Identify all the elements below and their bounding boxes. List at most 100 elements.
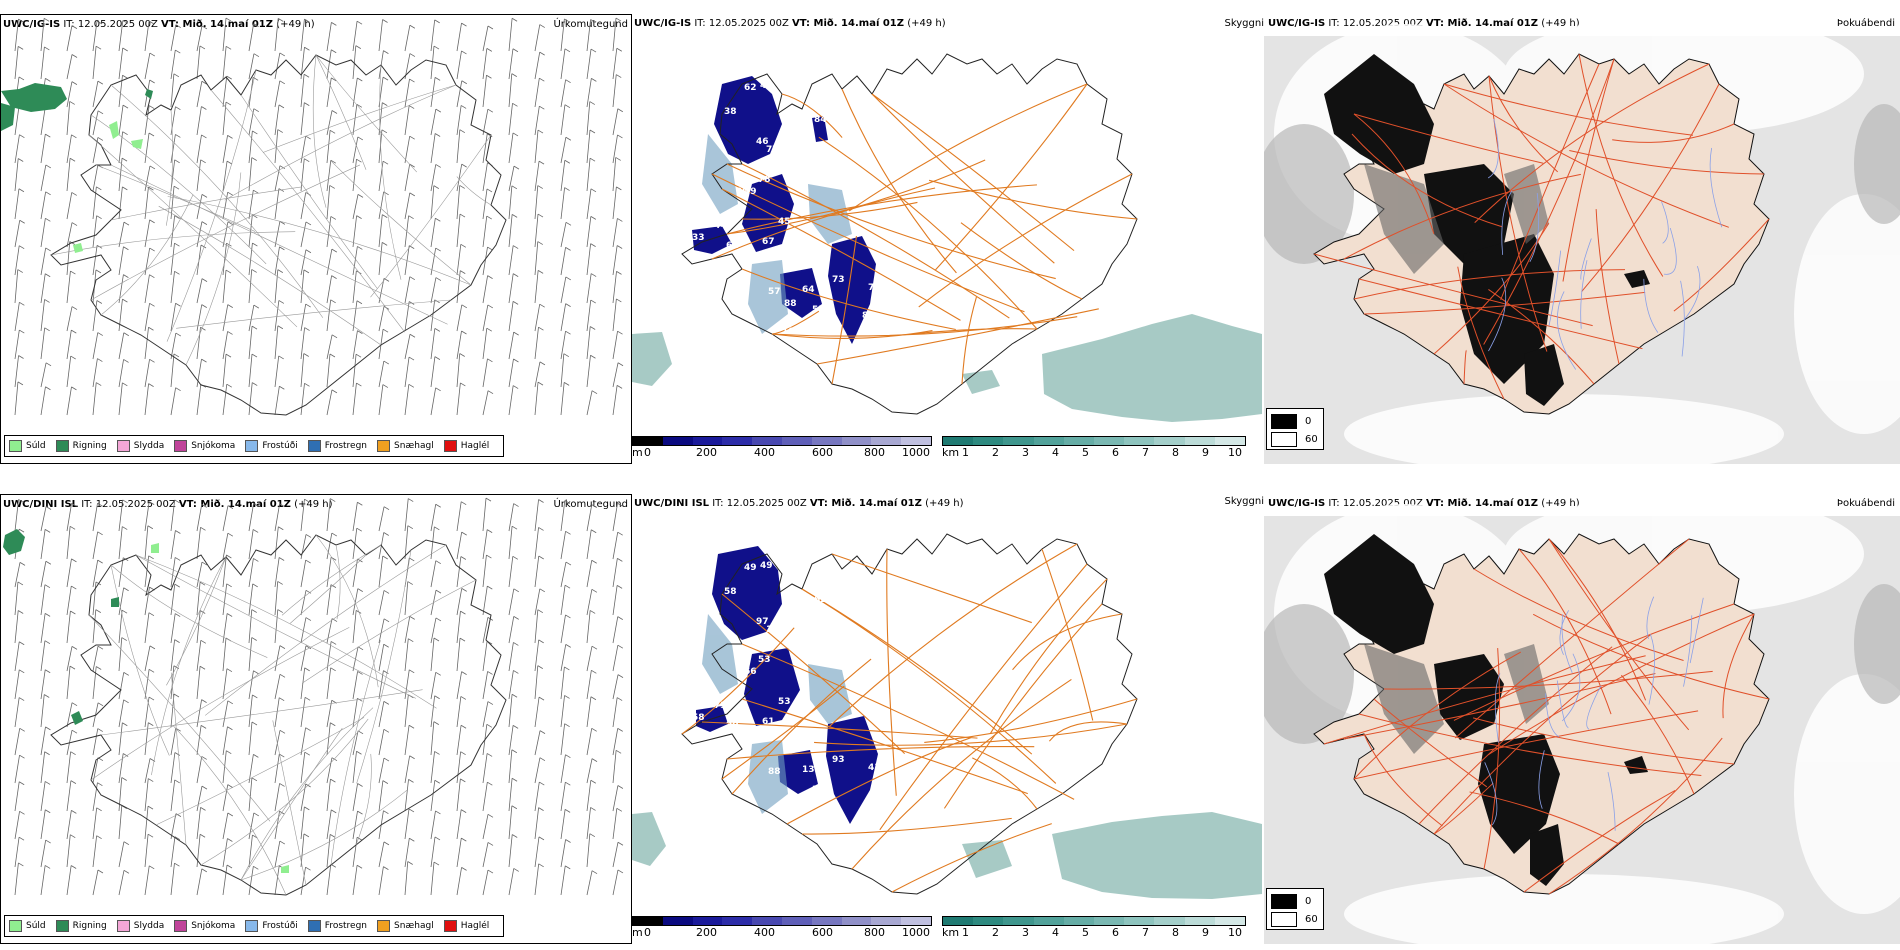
ceiling-value-label: 93: [832, 755, 845, 765]
ceiling-value-label: 19: [766, 625, 779, 635]
ceiling-value-label: 45: [778, 217, 791, 227]
fog-index-panel-top: UWC/IG-IS IT: 12.05.2025 00Z VT: Mið. 14…: [1264, 14, 1900, 464]
legend-item: Slydda: [116, 920, 164, 932]
colorbar-tick: 5: [1082, 446, 1089, 459]
legend-item: Rigning: [55, 440, 107, 452]
ceiling-value-label: 46: [756, 137, 769, 147]
legend-item: Rigning: [55, 920, 107, 932]
ceiling-value-label: 66: [782, 593, 795, 603]
ceiling-value-label: 88: [784, 299, 797, 309]
ceiling-value-label: 55: [812, 305, 825, 315]
legend-swatch: [174, 920, 188, 932]
legend-swatch: [245, 440, 259, 452]
panel-header: UWC/IG-IS IT: 12.05.2025 00Z VT: Mið. 14…: [634, 18, 946, 29]
precip-type-panel-top: UWC/IG-IS IT: 12.05.2025 00Z VT: Mið. 14…: [0, 14, 632, 464]
legend-swatch: [245, 920, 259, 932]
ceiling-value-label: 49: [744, 563, 757, 573]
colorbar-tick: 8: [1172, 446, 1179, 459]
rain-areas: [1, 83, 153, 131]
ceiling-value-label: 49: [760, 561, 773, 571]
legend-item: Snæhagl: [377, 440, 434, 452]
panel-header: UWC/IG-IS IT: 12.05.2025 00Z VT: Mið. 14…: [1268, 498, 1580, 509]
fog-index-panel-bottom: UWC/IG-IS IT: 12.05.2025 00Z VT: Mið. 14…: [1264, 494, 1900, 944]
legend-item: Súld: [9, 440, 46, 452]
legend-swatch: [1271, 894, 1297, 909]
ceiling-value-label: 83: [862, 311, 875, 321]
legend-swatch: [1271, 414, 1297, 429]
colorbar-tick: 7: [1142, 926, 1149, 939]
legend-item: Snjókoma: [174, 920, 235, 932]
ceiling-value-label: 62: [814, 595, 827, 605]
legend-item: 0: [1271, 414, 1311, 429]
low-visibility-areas: [632, 314, 1262, 422]
ceiling-value-label: 90: [736, 187, 749, 197]
colorbar-tick: 8: [1172, 926, 1179, 939]
legend-item: 60: [1271, 432, 1318, 447]
precip-type-panel-bottom: UWC/DINI ISL IT: 12.05.2025 00Z VT: Mið.…: [0, 494, 632, 944]
colorbar-tick: 6: [1112, 926, 1119, 939]
colorbar-tick: 3: [1022, 446, 1029, 459]
ceiling-value-label: 61: [762, 717, 775, 727]
ceiling-value-label: 70: [798, 341, 811, 351]
ceiling-value-label: 64: [802, 285, 815, 295]
ceiling-value-label: 97: [756, 617, 769, 627]
colorbar-unit: m: [632, 446, 643, 459]
colorbar-tick: 4: [1052, 446, 1059, 459]
colorbar-tick: 1000: [902, 926, 930, 939]
colorbar-tick: 200: [696, 446, 717, 459]
legend-swatch: [116, 440, 130, 452]
ceiling-value-label: 53: [758, 655, 771, 665]
legend-swatch: [55, 920, 69, 932]
legend-item: Frostúði: [245, 440, 298, 452]
ceiling-visibility-panel-top: UWC/IG-IS IT: 12.05.2025 00Z VT: Mið. 14…: [632, 14, 1264, 464]
legend-swatch: [307, 440, 321, 452]
colorbar-tick: 200: [696, 926, 717, 939]
ceiling-value-label: 74: [868, 283, 881, 293]
colorbar-tick: 3: [1022, 926, 1029, 939]
precip-type-map: [1, 17, 624, 416]
colorbar-tick: 5: [1082, 926, 1089, 939]
ceiling-value-label: 138: [802, 765, 821, 775]
colorbar-tick: 2: [992, 926, 999, 939]
legend-item: Slydda: [116, 440, 164, 452]
colorbar-unit: m: [632, 926, 643, 939]
low-visibility-areas: [632, 812, 1262, 899]
panel-title: Úrkomutegund: [553, 499, 628, 510]
fog-legend: 0 60: [1266, 408, 1324, 450]
ceiling-value-label: 33: [904, 379, 917, 389]
colorbar-tick: 600: [812, 446, 833, 459]
legend-item: Haglél: [443, 920, 489, 932]
ceiling-value-label: 62: [744, 83, 757, 93]
colorbar-tick: 400: [754, 926, 775, 939]
legend-swatch: [9, 920, 22, 932]
colorbar-tick: 6: [1112, 446, 1119, 459]
fog-index-map: [1264, 494, 1900, 944]
panel-title: Úrkomutegund: [553, 19, 628, 30]
ceiling-value-label: 84: [814, 115, 827, 125]
legend-swatch: [1271, 432, 1297, 447]
ceiling-value-label: 59: [744, 187, 757, 197]
ceiling-value-label: 88: [768, 767, 781, 777]
ceiling-value-label: 73: [714, 701, 727, 711]
legend-item: 0: [1271, 894, 1311, 909]
colorbar-tick: 1: [962, 926, 969, 939]
colorbar-tick: 0: [644, 926, 651, 939]
ceiling-value-label: 20: [726, 721, 739, 731]
colorbar-tick: 1000: [902, 446, 930, 459]
colorbar-unit: km: [942, 926, 960, 939]
ceiling-value-label: 33: [692, 233, 705, 243]
ceiling-value-label: 77: [766, 145, 779, 155]
legend-swatch: [116, 920, 130, 932]
legend-item: Frostregn: [307, 920, 367, 932]
ceiling-value-label: 32: [812, 785, 825, 795]
legend-swatch: [9, 440, 22, 452]
legend-swatch: [377, 440, 391, 452]
ceiling-value-label: 106: [782, 327, 801, 337]
ceiling-value-label: 66: [744, 667, 757, 677]
ceiling-value-label: 78: [758, 175, 771, 185]
colorbar-tick: 800: [864, 446, 885, 459]
precip-type-map: [3, 497, 624, 896]
legend-item: Haglél: [443, 440, 489, 452]
legend-swatch: [55, 440, 69, 452]
colorbar-tick: 800: [864, 926, 885, 939]
